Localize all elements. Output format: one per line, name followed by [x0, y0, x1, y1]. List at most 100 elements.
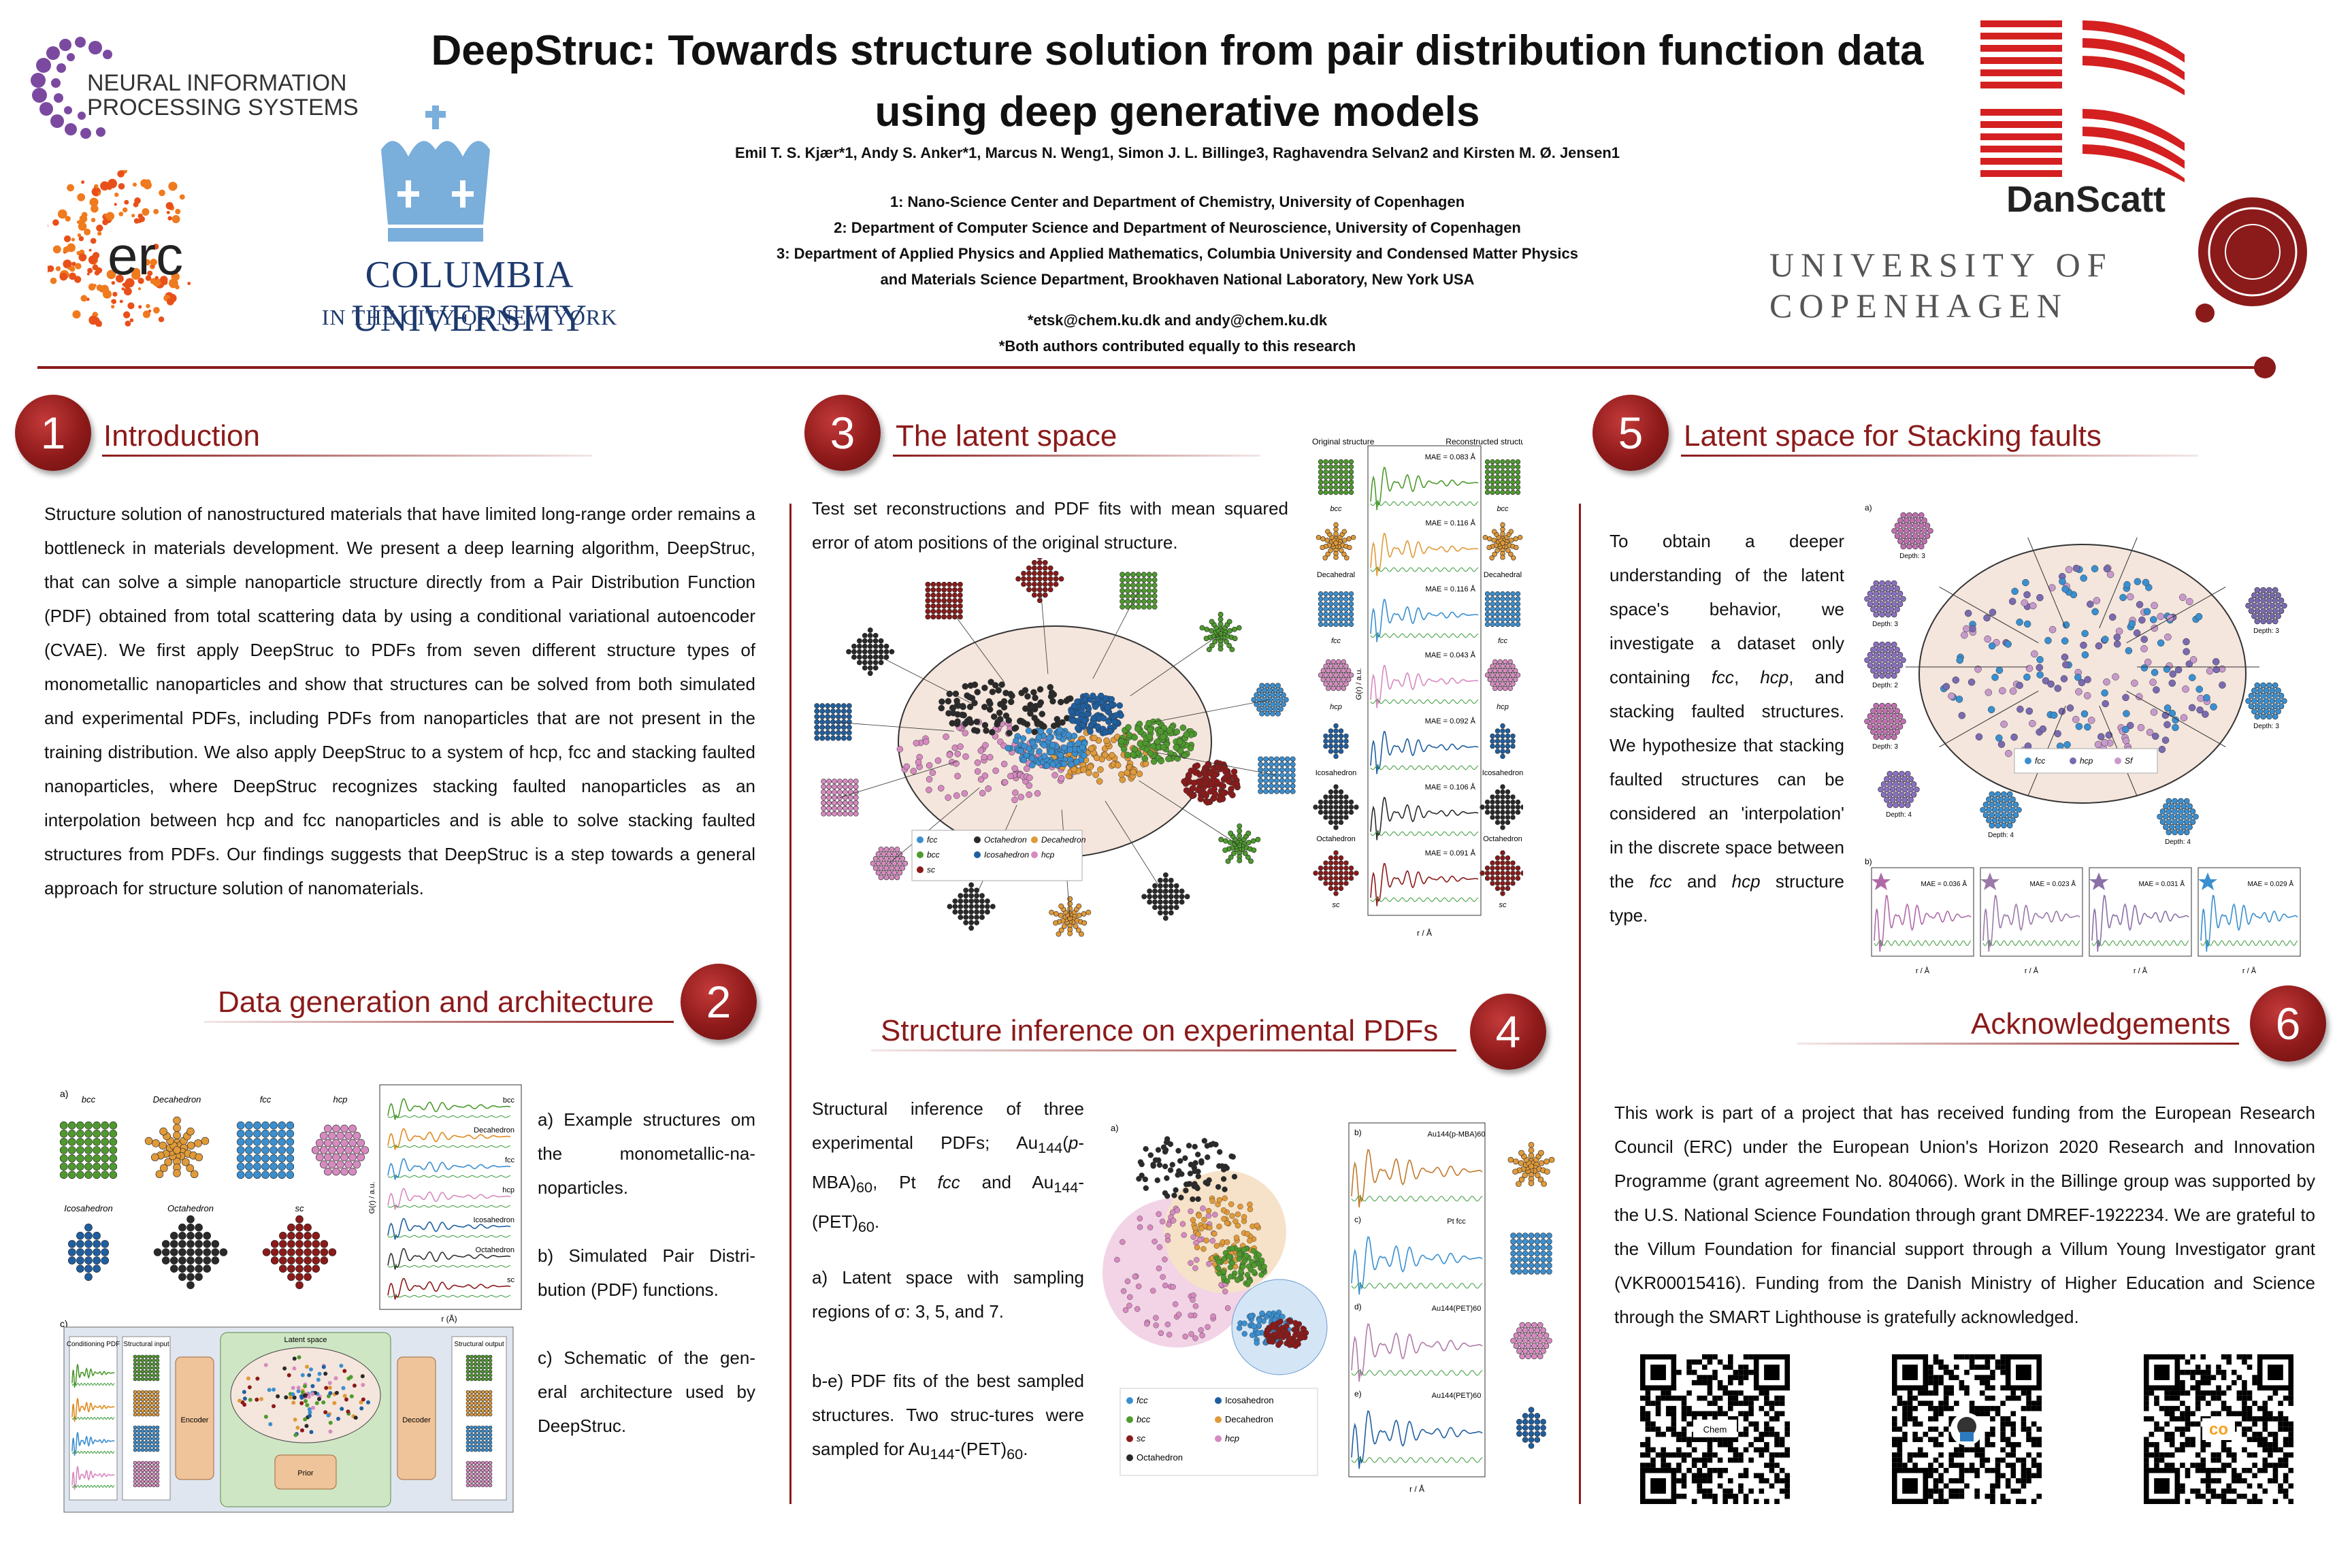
fig2b-pdf-0: [387, 1098, 511, 1120]
fig5-legend-dot-0: [2025, 757, 2031, 764]
fig2c-cond-pdf-0: [71, 1364, 115, 1388]
fig5-structure-7: [2245, 587, 2287, 625]
fig4-pdf-0-diff: [1351, 1196, 1483, 1202]
fig3-legend-dot-3: [917, 851, 924, 858]
fig3-pdf-0: [1370, 466, 1479, 510]
fig3-ring-structure-2: [925, 581, 963, 620]
fig3-ring-structure-13: [821, 779, 859, 817]
fig3-ring-structure-1: [846, 627, 895, 676]
section-3-title: The latent space: [896, 419, 1117, 453]
fig3-pdf-4: [1370, 730, 1479, 774]
fig3-orig-label-3: hcp: [1330, 703, 1342, 711]
fig5-structure-2: [1864, 641, 1906, 679]
fig2b-pdf-3: [387, 1188, 511, 1210]
fig2b-label-6: sc: [507, 1276, 515, 1284]
figure-3-pdfs: Original structure Reconstructed structu…: [1305, 432, 1533, 949]
fig3-recon-6: [1480, 850, 1526, 896]
fig3-legend-label-4: Icosahedron: [984, 850, 1029, 860]
fig4-legend-label-0: fcc: [1137, 1395, 1148, 1405]
erc-dots-icon: [39, 167, 191, 329]
fig5-star-icon-1: [1980, 872, 1999, 890]
fig4-legend-label-1: Icosahedron: [1225, 1395, 1274, 1405]
fig3-mae-1: MAE = 0.116 Å: [1426, 519, 1476, 527]
fig5-depth-6: Depth: 4: [2165, 838, 2191, 846]
section-5-underline: [1681, 455, 2198, 457]
section-4-number: 4: [1470, 994, 1546, 1070]
section-5-title: Latent space for Stacking faults: [1684, 419, 2102, 453]
fig2b-pdf-1: [387, 1128, 511, 1150]
svg-text:a): a): [1865, 503, 1872, 512]
fig2b-pdf-2: [387, 1158, 511, 1180]
fig5-structure-5: [1980, 791, 2022, 829]
fig3-ylabel: G(r) / a.u.: [1355, 668, 1363, 700]
section-4-underline: [871, 1049, 1456, 1051]
fig3-recon-label-4: Icosahedron: [1482, 769, 1523, 777]
fig2c-cond-pdf-2: [71, 1432, 115, 1456]
qr-code-chemrxiv[interactable]: Chem: [1640, 1354, 1790, 1504]
neurips-line1: NEURAL INFORMATION: [87, 70, 347, 96]
fig5-pdf-1: [1982, 894, 2080, 952]
fig4-structure-3: [1516, 1407, 1546, 1449]
fig3-recon-1: [1482, 522, 1523, 561]
fig2b-pdf-0-diff: [387, 1115, 511, 1118]
fig2b-label-4: Icosahedron: [473, 1216, 514, 1224]
fig2-caption-a: a) Example structures om the monometalli…: [538, 1109, 755, 1198]
fig2b-pdf-4: [387, 1218, 511, 1240]
fig4-pdf-2: [1351, 1323, 1483, 1382]
fig4-legend-dot-0: [1126, 1397, 1133, 1404]
fig3-mae-0: MAE = 0.083 Å: [1425, 453, 1476, 461]
fig2b-pdf-5: [387, 1247, 511, 1270]
fig3-ring-structure-8: [1218, 823, 1261, 864]
fig3-legend-label-3: bcc: [927, 850, 940, 860]
fig3-mae-5: MAE = 0.106 Å: [1425, 783, 1476, 791]
figure-3-latent-svg: fcc Octahedron Decahedron bcc Icosahedron hcp…: [814, 554, 1296, 937]
fig3-mae-3: MAE = 0.043 Å: [1425, 651, 1476, 659]
fig3-orig-label-2: fcc: [1331, 637, 1341, 645]
figure-2-svg: a) bcc Decahedron fcc hcp Icosahedron Octahed…: [59, 1084, 522, 1513]
stacking-faults-text: To obtain a deeper understanding of the …: [1610, 531, 1845, 926]
fig3-orig-label-1: Decahedral: [1317, 571, 1355, 579]
figure-2: a) bcc Decahedron fcc hcp Icosahedron Octahed…: [54, 1082, 524, 1518]
fig2a-structure-4: [67, 1223, 109, 1281]
fig4-legend-dot-6: [1126, 1454, 1133, 1461]
fig2c-decoder: [397, 1356, 436, 1480]
fig5-pdf-0-diff: [1874, 940, 1972, 947]
fig5-depth-8: Depth: 3: [2253, 723, 2279, 730]
fig3-legend-label-2: Decahedron: [1041, 835, 1086, 845]
fig5-mae-0: MAE = 0.036 Å: [1921, 879, 1967, 888]
fig4-pdf-1-diff: [1351, 1283, 1483, 1289]
columbia-logo: COLUMBIA UNIVERSITY IN THE CITY OF NEW Y…: [252, 102, 687, 347]
fig5-structure-1: [1864, 580, 1906, 618]
fig3-recon-label-6: sc: [1499, 901, 1507, 909]
fig3-orig-label-5: Octahedron: [1316, 835, 1355, 843]
qr-code-github[interactable]: [1892, 1354, 2042, 1504]
fig3-legend-dot-2: [1031, 836, 1038, 843]
figure-3-pdfs-svg: Original structure Reconstructed structu…: [1312, 437, 1533, 938]
fig5-pdf-2: [2091, 894, 2189, 952]
fig4-legend-label-5: hcp: [1225, 1433, 1239, 1443]
fig2c-output-struct-0: [466, 1354, 493, 1382]
fig3-ring-structure-3: [1015, 554, 1064, 604]
fig2-caption-b: b) Simulated Pair Distri-bution (PDF) fu…: [538, 1245, 755, 1300]
fig3-orig-0: [1318, 459, 1354, 495]
fig4-legend-label-4: sc: [1137, 1433, 1146, 1443]
section-6-underline: [1797, 1043, 2239, 1045]
fig2a-structure-6: [262, 1215, 337, 1290]
fig2c-input-struct-3: [133, 1460, 160, 1488]
fig2b-pdf-3-diff: [387, 1205, 511, 1208]
fig2c-output-struct-1: [466, 1390, 493, 1417]
qr-code-colab[interactable]: co: [2144, 1354, 2293, 1504]
fig2c-cond-label: Conditioning PDF: [67, 1341, 120, 1348]
fig3-legend-label-5: hcp: [1041, 850, 1055, 860]
fig2a-label-6: sc: [295, 1203, 305, 1213]
affiliation-3: 3: Department of Applied Physics and App…: [776, 245, 1579, 262]
fig4-panel-letter-1: c): [1354, 1215, 1361, 1224]
fig2a-label-3: hcp: [333, 1094, 348, 1105]
fig3-orig-label-6: sc: [1333, 901, 1341, 909]
fig2b-pdf-6: [387, 1277, 511, 1300]
fig5-depth-2: Depth: 2: [1872, 682, 1898, 689]
fig3-ring-structure-5: [1199, 611, 1242, 653]
fig3-mae-2: MAE = 0.116 Å: [1426, 585, 1476, 593]
fig3-legend-dot-1: [974, 836, 981, 843]
fig3-orig-1: [1316, 522, 1356, 561]
